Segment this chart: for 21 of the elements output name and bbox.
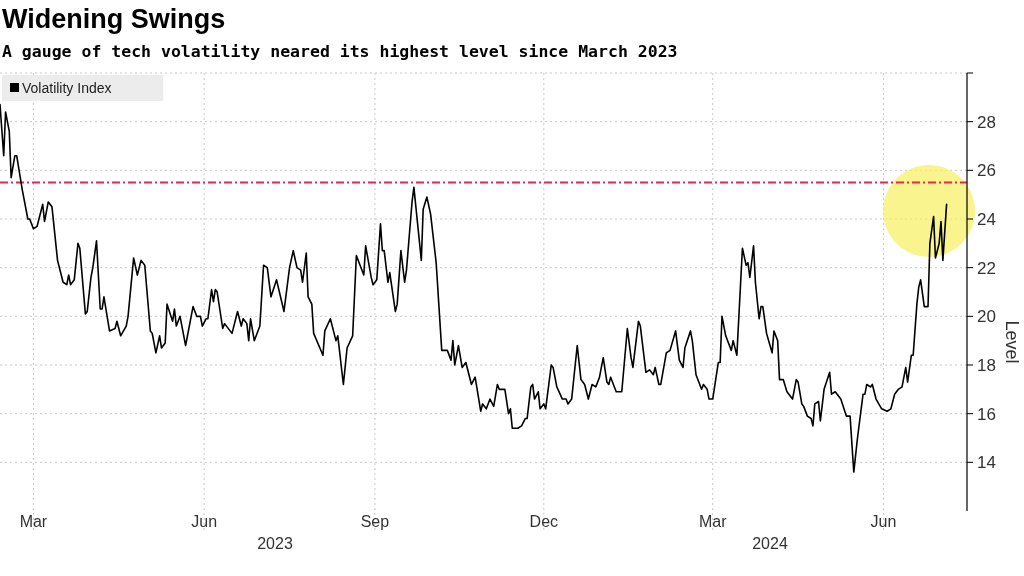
- x-tick-label: Sep: [360, 513, 390, 530]
- x-tick-label: Dec: [529, 513, 559, 530]
- y-axis-title: Level: [1002, 320, 1022, 364]
- x-tick-label: Jun: [191, 513, 218, 530]
- chart-subtitle: A gauge of tech volatility neared its highest level since March 2023: [2, 42, 678, 61]
- chart-title: Widening Swings: [2, 4, 226, 34]
- x-tick-label: Mar: [19, 513, 48, 530]
- y-tick-label: 18: [977, 356, 996, 375]
- y-tick-label: 14: [977, 453, 996, 473]
- legend-label: Volatility Index: [22, 80, 112, 96]
- line-series: [0, 103, 948, 473]
- text: 2024: [752, 535, 788, 552]
- x-tick-label: Mar: [698, 513, 728, 530]
- y-tick-label: 20: [977, 307, 996, 327]
- y-tick-label: 26: [977, 161, 996, 181]
- y-tick-label: 22: [977, 258, 996, 278]
- y-tick-label: 16: [977, 404, 996, 424]
- y-tick-label: 28: [977, 112, 996, 132]
- x-tick-label: Jun: [870, 513, 897, 530]
- y-tick-label: 24: [977, 210, 996, 229]
- text: 2023: [257, 535, 293, 552]
